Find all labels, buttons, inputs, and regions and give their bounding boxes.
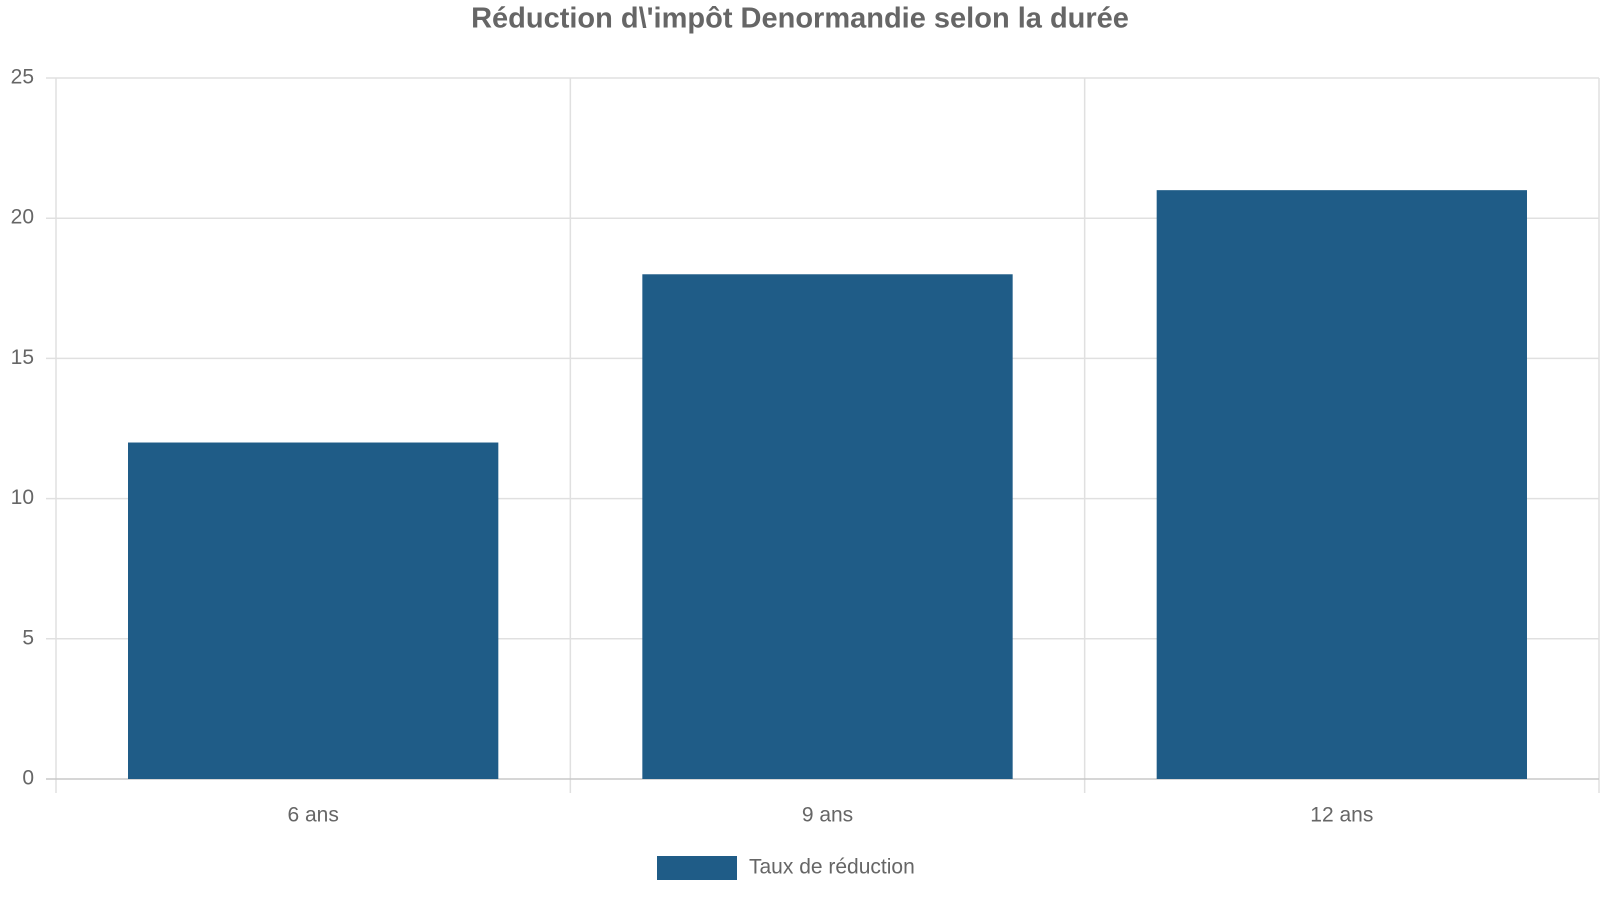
y-tick-label: 0 [22,767,34,790]
y-tick-label: 20 [11,206,34,229]
y-tick-label: 15 [11,346,34,369]
legend-label: Taux de réduction [749,856,915,879]
chart-title: Réduction d\'impôt Denormandie selon la … [471,3,1129,35]
x-tick-label: 9 ans [802,804,853,827]
y-tick-label: 5 [22,626,34,649]
bar [128,442,499,779]
bar [642,274,1013,779]
y-tick-label: 10 [11,486,34,509]
x-tick-label: 12 ans [1310,804,1373,827]
x-tick-label: 6 ans [287,804,338,827]
y-tick-label: 25 [11,66,34,89]
bar [1156,190,1527,779]
legend-swatch [657,856,737,880]
